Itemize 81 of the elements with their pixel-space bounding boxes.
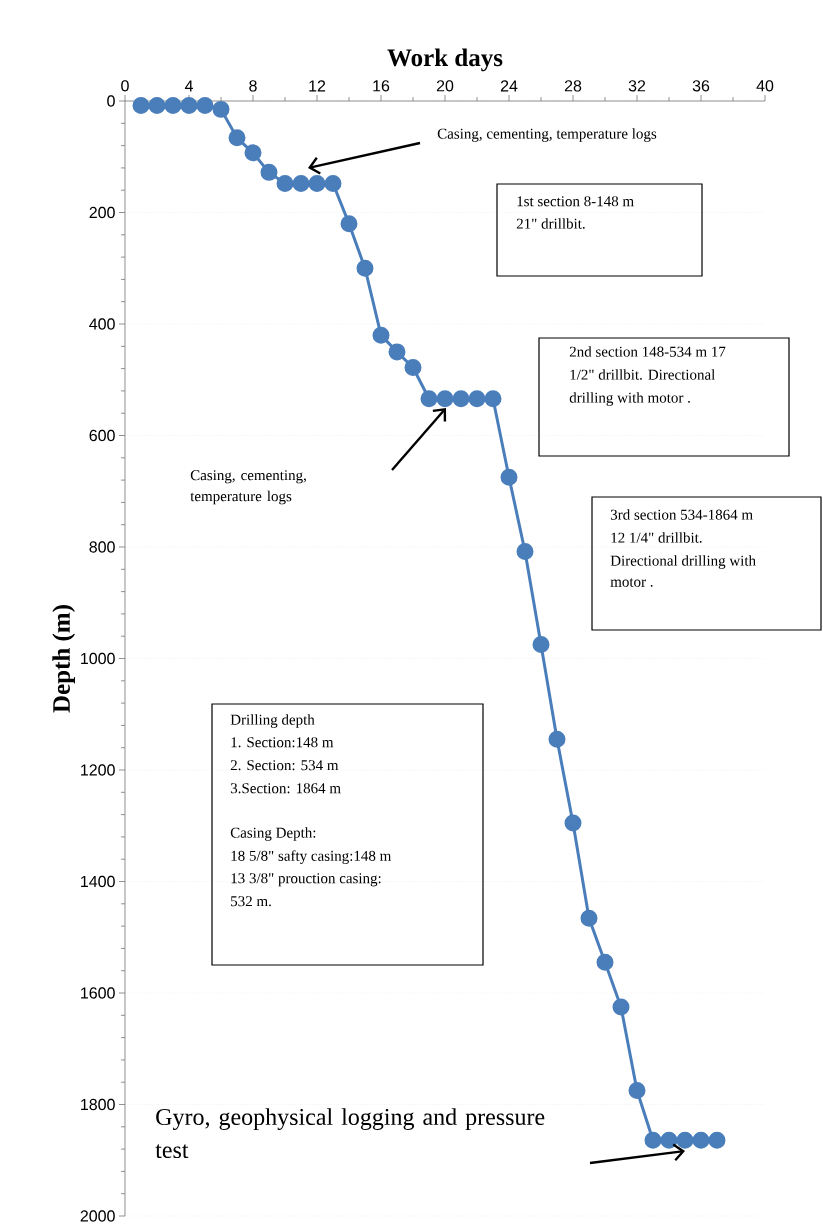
point	[532, 636, 550, 654]
y-tick-label: 600	[89, 429, 115, 442]
annotation: Casing, cementing, temperature logs	[190, 470, 306, 505]
x-axis-title: Work days	[387, 48, 503, 72]
annotation: Directional drilling with	[610, 555, 756, 569]
annotation: 532 m.	[231, 896, 271, 907]
point	[484, 390, 502, 408]
point	[500, 468, 518, 486]
y-tick-label: 1400	[81, 875, 115, 888]
annotation: drilling with motor .	[569, 392, 690, 406]
y-tick-label: 400	[89, 318, 115, 330]
point	[260, 163, 278, 181]
point	[628, 1082, 646, 1100]
y-tick-label: 1000	[81, 652, 115, 665]
y-tick-label: 0	[107, 95, 115, 107]
annotation: Casing, cementing, temperature logs	[437, 128, 657, 142]
point	[340, 215, 358, 233]
point	[404, 358, 422, 376]
x-tick-label: 36	[692, 80, 710, 92]
point	[148, 96, 166, 114]
y-axis-title: Depth (m)	[52, 605, 75, 713]
annotation: motor .	[610, 578, 653, 587]
point	[596, 953, 614, 971]
point	[196, 96, 214, 114]
annotation: 13 3/8" prouction casing:	[231, 873, 381, 887]
point	[228, 129, 246, 147]
point	[452, 390, 470, 408]
point	[644, 1131, 662, 1149]
y-tick-label: 1600	[81, 987, 115, 999]
x-tick-label: 4	[184, 80, 193, 92]
point	[548, 730, 566, 748]
point	[660, 1131, 678, 1149]
y-tick-label: 1200	[81, 764, 115, 776]
point	[372, 326, 390, 344]
point	[612, 998, 630, 1016]
x-tick-label: 20	[436, 80, 454, 92]
annotation: 2. Section: 534 m	[230, 760, 339, 771]
y-tick-label: 1800	[81, 1098, 115, 1111]
annotation: 21" drillbit.	[516, 218, 585, 229]
annotation: 1st section 8-148 m	[517, 196, 634, 207]
point	[132, 96, 150, 114]
annotation: Casing Depth:	[230, 827, 316, 841]
point	[468, 390, 486, 408]
annotation: 1. Section:148 m	[231, 737, 334, 748]
point	[708, 1131, 726, 1149]
point	[276, 175, 294, 193]
annotation: 1/2" drillbit. Directional	[570, 369, 716, 380]
x-tick-label: 12	[309, 80, 326, 92]
point	[180, 96, 198, 114]
point	[516, 542, 534, 560]
x-tick-label: 16	[373, 80, 390, 92]
x-tick-label: 24	[500, 80, 518, 92]
point	[564, 814, 582, 832]
point	[692, 1131, 710, 1149]
x-tick-label: 32	[628, 80, 646, 92]
y-tick-label: 800	[89, 541, 115, 553]
point	[388, 343, 406, 361]
x-tick-label: 40	[756, 80, 774, 92]
x-tick-label: 28	[564, 80, 582, 92]
point	[292, 175, 310, 193]
point	[356, 259, 374, 277]
annotation: 12 1/4" drillbit.	[611, 532, 702, 543]
point	[244, 144, 262, 162]
x-tick-label: 8	[249, 80, 257, 92]
point	[580, 909, 598, 927]
point	[420, 390, 438, 408]
point	[324, 175, 342, 193]
point	[164, 96, 182, 114]
annotation: 2nd section 148-534 m 17	[569, 346, 726, 357]
annotation: 3rd section 534-1864 m	[610, 509, 753, 520]
point	[436, 390, 454, 408]
annotation: 18 5/8" safty casing:148 m	[231, 850, 392, 864]
annotation: 3.Section: 1864 m	[230, 783, 341, 794]
y-tick-label: 200	[89, 206, 115, 219]
point	[308, 175, 326, 193]
x-tick-label: 0	[121, 80, 129, 92]
y-tick-label: 2000	[80, 1210, 115, 1222]
annotation: Drilling depth	[230, 714, 315, 728]
point	[676, 1131, 694, 1149]
annotation: Gyro, geophysical logging and pressure test	[155, 1108, 545, 1159]
point	[212, 100, 230, 118]
